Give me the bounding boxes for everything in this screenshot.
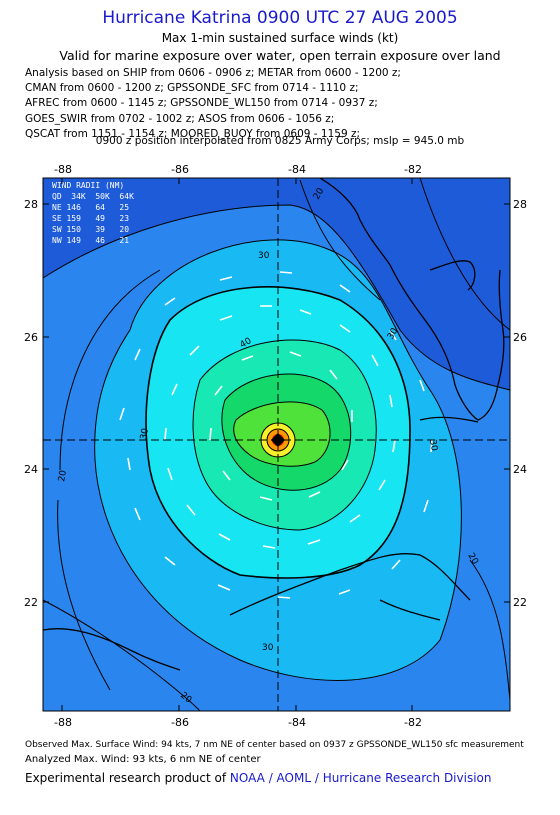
wind-radii-row: SW 150 39 20	[52, 225, 129, 234]
y-tick-left: 22	[24, 596, 38, 609]
contour-label: 30	[262, 643, 274, 653]
wind-radii-row: SE 159 49 23	[52, 214, 129, 223]
plot-frame	[42, 177, 511, 712]
plot-area: 20 20 30 30 30 40 30 20 20 30 WIND RADII…	[43, 178, 510, 711]
y-tick-right: 22	[513, 596, 527, 609]
wind-radii-row: NW 149 46 21	[52, 236, 129, 245]
map-subtitle: Max 1-min sustained surface winds (kt)	[161, 31, 399, 45]
observed-max-wind: Observed Max. Surface Wind: 94 kts, 7 nm…	[25, 740, 524, 750]
y-tick-left: 26	[24, 331, 38, 344]
contour-label: 30	[427, 439, 439, 452]
x-tick-top: -86	[171, 163, 189, 176]
wind-vectors	[119, 271, 433, 599]
center-crosshair	[43, 178, 510, 711]
y-tick-left: 28	[24, 198, 38, 211]
contour-label: 30	[139, 427, 151, 440]
y-tick-right: 24	[513, 463, 527, 476]
x-tick-top: -82	[404, 163, 422, 176]
hrd-link[interactable]: NOAA / AOML / Hurricane Research Divisio…	[229, 771, 492, 785]
analysis-line: CMAN from 0600 - 1200 z; GPSSONDE_SFC fr…	[25, 82, 359, 95]
y-tick-left: 24	[24, 463, 38, 476]
credit-line: Experimental research product of NOAA / …	[25, 771, 491, 785]
analysis-line: QSCAT from 1151 - 1154 z; MOORED_BUOY fr…	[25, 127, 361, 140]
analysis-line: Analysis based on SHIP from 0606 - 0906 …	[25, 67, 401, 79]
coastlines	[43, 178, 505, 671]
analyzed-max-wind: Analyzed Max. Wind: 93 kts, 6 nm NE of c…	[25, 754, 261, 765]
analysis-sources: Analysis based on SHIP from 0606 - 0906 …	[25, 66, 401, 142]
y-tick-right: 28	[513, 198, 527, 211]
x-tick-bottom: -86	[171, 716, 189, 729]
wind-radii-header: WIND RADII (NM)	[52, 181, 124, 190]
wind-field-map: -88 -86 -84 -82	[24, 163, 527, 729]
x-tick-bottom: -82	[404, 716, 422, 729]
wind-radii-row: NE 146 64 25	[52, 203, 129, 212]
wind-radii-columns: QD 34K 50K 64K	[52, 192, 134, 201]
contour-label: 30	[258, 251, 270, 261]
credit-prefix: Experimental research product of	[25, 771, 230, 785]
validity-note: Valid for marine exposure over water, op…	[59, 48, 501, 63]
wind-radii-table: WIND RADII (NM) QD 34K 50K 64K NE 146 64…	[52, 181, 134, 245]
analysis-line: GOES_SWIR from 0702 - 1002 z; ASOS from …	[25, 112, 335, 125]
position-note: 0900 z position interpolated from 0825 A…	[95, 135, 465, 147]
x-tick-top: -88	[54, 163, 72, 176]
contour-label: 20	[57, 469, 69, 482]
axis-ticks	[43, 178, 510, 711]
x-tick-bottom: -88	[54, 716, 72, 729]
y-tick-right: 26	[513, 331, 527, 344]
x-tick-bottom: -84	[288, 716, 306, 729]
analysis-line: AFREC from 0600 - 1145 z; GPSSONDE_WL150…	[25, 97, 378, 110]
x-tick-top: -84	[288, 163, 306, 176]
map-title: Hurricane Katrina 0900 UTC 27 AUG 2005	[102, 8, 458, 28]
